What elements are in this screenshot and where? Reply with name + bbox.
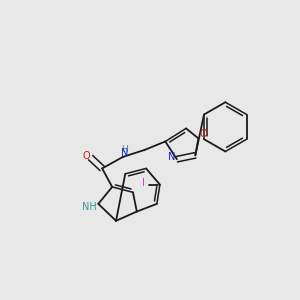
Text: N: N [168, 152, 176, 162]
Text: O: O [200, 129, 207, 139]
Text: O: O [82, 151, 90, 161]
Text: NH: NH [82, 202, 96, 212]
Text: H: H [122, 146, 128, 154]
Text: N: N [121, 148, 128, 158]
Text: I: I [142, 178, 145, 188]
